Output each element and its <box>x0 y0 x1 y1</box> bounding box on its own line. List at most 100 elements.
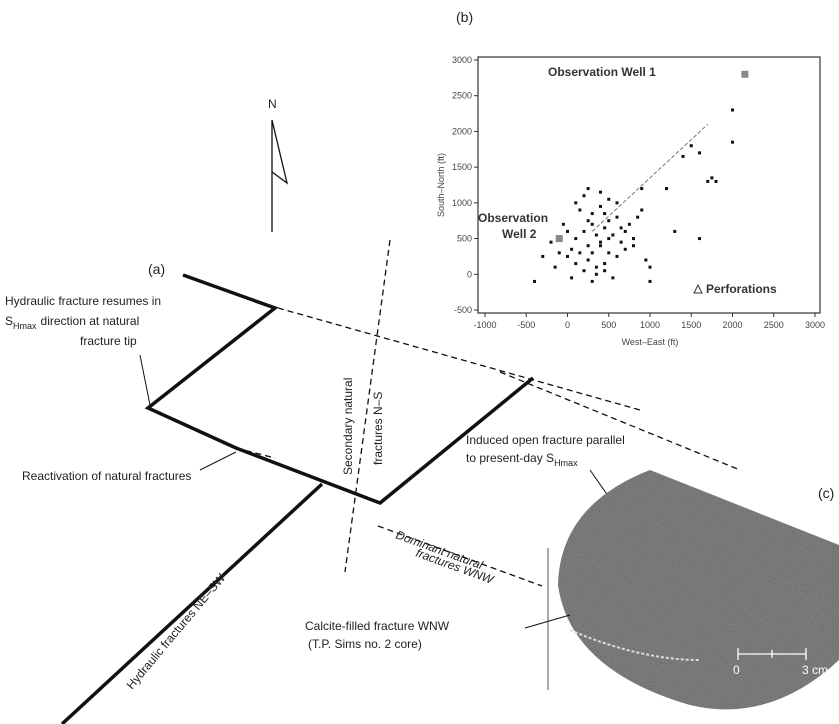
event-point <box>620 241 623 244</box>
event-point <box>583 194 586 197</box>
event-point <box>587 244 590 247</box>
y-axis-title: South–North (ft) <box>436 153 446 217</box>
annotation: Hmax <box>554 458 578 468</box>
y-tick-label: 3000 <box>452 55 472 65</box>
event-point <box>620 226 623 229</box>
event-point <box>616 201 619 204</box>
event-point <box>607 251 610 254</box>
annotation: Hmax <box>13 321 37 331</box>
x-tick-label: 3000 <box>805 320 825 330</box>
x-tick-label: 2500 <box>764 320 784 330</box>
event-point <box>587 187 590 190</box>
annotation: (T.P. Sims no. 2 core) <box>308 637 422 651</box>
event-point <box>603 212 606 215</box>
event-point <box>628 223 631 226</box>
event-point <box>583 230 586 233</box>
annotation: Hydraulic fractures NE–SW <box>124 571 229 692</box>
event-point <box>599 205 602 208</box>
event-point <box>603 262 606 265</box>
event-point <box>541 255 544 258</box>
event-point <box>533 280 536 283</box>
event-point <box>632 244 635 247</box>
x-tick-label: -1000 <box>473 320 496 330</box>
y-tick-label: 1500 <box>452 162 472 172</box>
north-arrow <box>272 120 287 232</box>
event-point <box>706 180 709 183</box>
event-point <box>682 155 685 158</box>
x-tick-label: 500 <box>601 320 616 330</box>
annotation: fractures N–S <box>371 392 385 465</box>
event-point <box>715 180 718 183</box>
event-point <box>562 223 565 226</box>
annotation: Calcite-filled fracture WNW <box>305 619 450 633</box>
leader <box>200 452 236 470</box>
annotation: to present-day SHmax <box>466 451 578 468</box>
well-label: Observation Well 1 <box>548 65 656 79</box>
plot-frame <box>478 57 820 313</box>
y-tick-label: 1000 <box>452 198 472 208</box>
x-tick-label: -500 <box>517 320 535 330</box>
event-point <box>607 237 610 240</box>
figure: N (a) Hydraulic fracture resumes in SHma… <box>0 0 839 724</box>
event-point <box>644 259 647 262</box>
well-label: Observation <box>478 211 548 225</box>
event-point <box>731 141 734 144</box>
scale-label: 3 cm <box>802 663 828 677</box>
scale-label: 0 <box>733 663 740 677</box>
event-point <box>632 237 635 240</box>
annotation: to present-day S <box>466 451 554 465</box>
event-point <box>591 212 594 215</box>
event-point <box>603 269 606 272</box>
annotation: Secondary natural <box>341 378 355 475</box>
event-point <box>578 251 581 254</box>
y-tick-label: 2000 <box>452 126 472 136</box>
event-point <box>574 201 577 204</box>
event-point <box>583 269 586 272</box>
x-axis-title: West–East (ft) <box>622 337 679 347</box>
event-point <box>649 280 652 283</box>
event-point <box>640 209 643 212</box>
event-point <box>566 255 569 258</box>
event-point <box>591 223 594 226</box>
event-point <box>698 151 701 154</box>
well-marker <box>741 71 748 78</box>
event-point <box>574 262 577 265</box>
event-point <box>611 234 614 237</box>
event-point <box>636 216 639 219</box>
annotation: fracture tip <box>80 334 137 348</box>
event-point <box>587 259 590 262</box>
event-point <box>624 248 627 251</box>
event-point <box>574 237 577 240</box>
event-point <box>566 230 569 233</box>
panel-label: (c) <box>818 485 834 501</box>
event-point <box>595 273 598 276</box>
event-point <box>710 176 713 179</box>
event-point <box>616 216 619 219</box>
y-tick-label: 2500 <box>452 91 472 101</box>
y-tick-label: 500 <box>457 234 472 244</box>
event-point <box>558 251 561 254</box>
y-tick-label: 0 <box>467 269 472 279</box>
event-point <box>570 276 573 279</box>
panel-label: (a) <box>148 261 165 277</box>
panel-label: (b) <box>456 9 473 25</box>
event-point <box>611 276 614 279</box>
event-point <box>690 144 693 147</box>
well-label: Well 2 <box>502 227 537 241</box>
event-point <box>595 266 598 269</box>
x-tick-label: 0 <box>565 320 570 330</box>
x-tick-label: 2000 <box>722 320 742 330</box>
event-point <box>616 255 619 258</box>
leader <box>140 355 150 405</box>
event-point <box>624 230 627 233</box>
annotation: Hydraulic fracture resumes in <box>5 294 161 308</box>
event-point <box>587 219 590 222</box>
page: {"diagram": { "panel_a": {"label": "(a)"… <box>0 0 839 724</box>
x-tick-label: 1000 <box>640 320 660 330</box>
event-point <box>550 241 553 244</box>
x-tick-label: 1500 <box>681 320 701 330</box>
north-label: N <box>268 97 277 111</box>
event-point <box>731 109 734 112</box>
event-point <box>607 219 610 222</box>
